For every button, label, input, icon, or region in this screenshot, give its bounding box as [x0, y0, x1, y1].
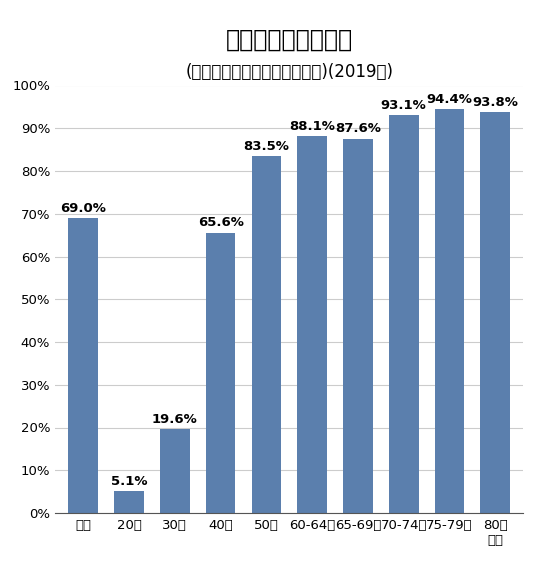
Text: 87.6%: 87.6% [335, 122, 381, 135]
Bar [68, 218, 98, 513]
Text: 94.4%: 94.4% [426, 93, 472, 106]
Bar [206, 233, 235, 513]
Bar [298, 136, 327, 513]
Text: 93.8%: 93.8% [472, 96, 518, 108]
Bar [389, 115, 419, 513]
Text: 69.0%: 69.0% [60, 202, 106, 214]
Text: 93.1%: 93.1% [381, 99, 426, 112]
Text: 固定電話の保有状況: 固定電話の保有状況 [226, 27, 353, 51]
Text: 83.5%: 83.5% [244, 140, 289, 153]
Bar [114, 491, 144, 513]
Text: 65.6%: 65.6% [198, 216, 244, 229]
Bar [343, 139, 373, 513]
Bar [251, 156, 281, 513]
Text: 88.1%: 88.1% [289, 120, 335, 133]
Text: 19.6%: 19.6% [152, 413, 198, 426]
Text: (世帯単位、世帯主年齢階層別)(2019年): (世帯単位、世帯主年齢階層別)(2019年) [185, 63, 393, 82]
Bar [160, 429, 190, 513]
Bar [435, 109, 464, 513]
Text: 5.1%: 5.1% [111, 475, 147, 488]
Bar [480, 112, 510, 513]
